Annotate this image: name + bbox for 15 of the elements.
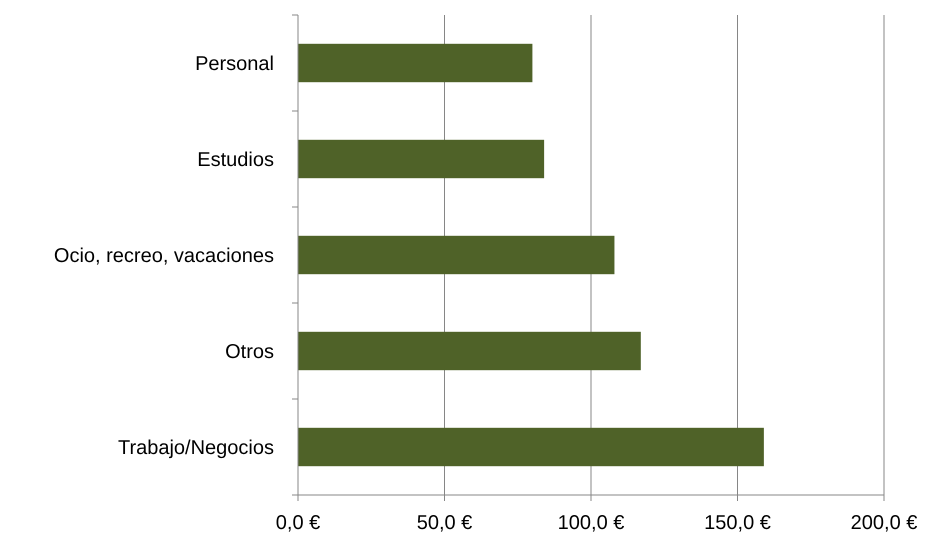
x-tick-label: 150,0 € bbox=[704, 512, 771, 534]
x-tick-label: 50,0 € bbox=[416, 512, 472, 534]
x-tick-label: 100,0 € bbox=[558, 512, 624, 534]
x-tick-label: 0,0 € bbox=[276, 512, 320, 534]
bar bbox=[298, 44, 532, 82]
x-tick-label: 200,0 € bbox=[850, 512, 918, 534]
bar bbox=[298, 236, 614, 274]
y-tick-label: Trabajo/Negocios bbox=[118, 437, 274, 459]
y-tick-label: Estudios bbox=[197, 149, 274, 171]
y-tick-label: Otros bbox=[225, 341, 274, 363]
bar bbox=[298, 428, 764, 466]
y-tick-label: Ocio, recreo, vacaciones bbox=[54, 245, 274, 267]
y-tick-label: Personal bbox=[195, 53, 274, 75]
bar bbox=[298, 140, 544, 178]
bar bbox=[298, 332, 641, 370]
